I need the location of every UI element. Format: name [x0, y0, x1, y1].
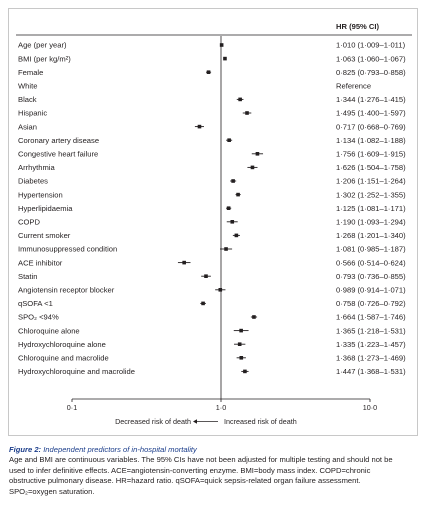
direction-right-label: Increased risk of death [224, 417, 297, 426]
row-value: 1·081 (0·985–1·187) [336, 245, 406, 254]
caption-line: used to infer definitive effects. ACE=an… [9, 465, 371, 475]
row-value: 0·717 (0·668–0·769) [336, 122, 406, 131]
figure-frame [8, 8, 418, 436]
x-tick-label: 1·0 [216, 403, 226, 412]
row-label: Chloroquine alone [18, 326, 80, 335]
hr-point [239, 356, 244, 360]
row-label: White [18, 82, 37, 91]
row-label: Immunosuppressed condition [18, 245, 117, 254]
row-label: Congestive heart failure [18, 150, 98, 159]
row-value: 1·335 (1·223–1·457) [336, 340, 406, 349]
row-value: 1·010 (1·009–1·011) [336, 41, 406, 50]
row-label: Coronary artery disease [18, 136, 99, 145]
hr-point [237, 342, 242, 346]
hr-point [245, 111, 249, 115]
forest-rows: Age (per year) 1·010 (1·009–1·011) BMI (pe… [18, 41, 406, 376]
hr-point [231, 179, 235, 183]
row-label: Current smoker [18, 231, 71, 240]
row-value: 0·825 (0·793–0·858) [336, 68, 406, 77]
row-value: 1·495 (1·400–1·597) [336, 109, 406, 118]
hr-point [255, 152, 260, 156]
row-label: Female [18, 68, 43, 77]
hr-point [239, 328, 243, 333]
row-label: SPO₂ <94% [18, 313, 59, 322]
hr-point [234, 233, 239, 238]
row-label: Asian [18, 122, 37, 131]
row-value: 1·125 (1·081–1·171) [336, 204, 406, 213]
hr-point [250, 165, 255, 170]
x-tick-label: 10·0 [363, 403, 377, 412]
row-label: Hydroxychloroquine and macrolide [18, 367, 135, 376]
row-label: Hyperlipidaemia [18, 204, 73, 213]
row-label: Statin [18, 272, 37, 281]
row-label: Hypertension [18, 190, 63, 199]
hr-point [252, 315, 256, 319]
row-value: 0·793 (0·736–0·855) [336, 272, 406, 281]
row-value: 1·134 (1·082–1·188) [336, 136, 406, 145]
row-value: 1·626 (1·504–1·758) [336, 163, 406, 172]
x-axis: 0·1 1·0 10·0 Decreased risk of death Increas… [67, 36, 377, 426]
row-label: Black [18, 95, 37, 104]
hr-point [223, 56, 227, 61]
row-label: Arrhythmia [18, 163, 55, 172]
caption-line: obstructive pulmonary disease. HR=hazard… [9, 476, 361, 486]
row-value: 1·063 (1·060–1·067) [336, 54, 406, 63]
row-value: 1·756 (1·609–1·915) [336, 150, 406, 159]
row-value: 1·664 (1·587–1·746) [336, 313, 406, 322]
row-label: qSOFA <1 [18, 299, 53, 308]
hr-point [201, 301, 205, 306]
hr-point [197, 124, 202, 129]
row-value: 1·344 (1·276–1·415) [336, 95, 406, 104]
row-value: 1·302 (1·252–1·355) [336, 190, 406, 199]
row-value: 1·268 (1·201–1·340) [336, 231, 406, 240]
row-label: BMI (per kg/m²) [18, 54, 71, 63]
row-label: Age (per year) [18, 41, 67, 50]
row-label: Diabetes [18, 177, 48, 186]
hr-point [224, 247, 228, 251]
hr-point [243, 369, 247, 374]
direction-left-arrowhead [193, 419, 197, 424]
row-label: COPD [18, 218, 40, 227]
row-value: Reference [336, 82, 371, 91]
hr-point [204, 274, 208, 278]
row-label: Hydroxychloroquine alone [18, 340, 106, 349]
forest-plot: HR (95% CI) Age (per year) 1·010 (1·009–1… [16, 22, 412, 426]
caption-line: SPO₂=oxygen saturation. [9, 486, 95, 496]
row-value: 1·365 (1·218–1·531) [336, 326, 406, 335]
figure-caption: Figure 2: Independent predictors of in-h… [9, 445, 419, 497]
row-label: Chloroquine and macrolide [18, 354, 109, 363]
hr-point [206, 70, 211, 74]
row-value: 1·190 (1·093–1·294) [336, 218, 406, 227]
row-value: 1·447 (1·368–1·531) [336, 367, 406, 376]
column-header: HR (95% CI) [336, 22, 380, 31]
row-value: 0·989 (0·914–1·071) [336, 286, 406, 295]
x-tick-label: 0·1 [67, 403, 77, 412]
row-label: ACE inhibitor [18, 258, 63, 267]
hr-point [238, 97, 242, 102]
hr-point [236, 192, 240, 197]
row-label: Angiotensin receptor blocker [18, 286, 115, 295]
hr-point [218, 288, 223, 292]
row-value: 0·758 (0·726–0·792) [336, 299, 406, 308]
caption-line: Age and BMI are continuous variables. Th… [9, 455, 393, 465]
direction-left-label: Decreased risk of death [115, 417, 191, 426]
hr-point [219, 43, 224, 47]
row-label: Hispanic [18, 109, 47, 118]
caption-title: Figure 2: Independent predictors of in-h… [9, 445, 197, 454]
hr-point [226, 206, 231, 210]
hr-point [182, 260, 186, 265]
hr-point [227, 138, 231, 142]
row-value: 1·206 (1·151–1·264) [336, 177, 406, 186]
row-value: 0·566 (0·514–0·624) [336, 258, 406, 267]
hr-point [230, 220, 235, 224]
row-value: 1·368 (1·273–1·469) [336, 354, 406, 363]
